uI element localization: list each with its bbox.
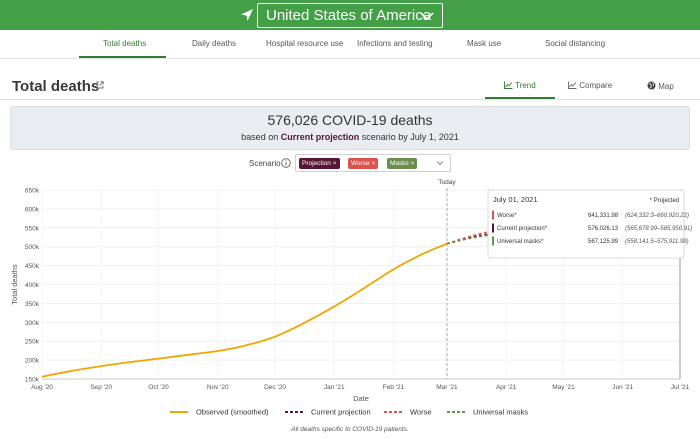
tab-total-deaths[interactable]: Total deaths bbox=[103, 39, 147, 48]
scenario-select[interactable]: Projection × Worse × Masks × bbox=[295, 154, 451, 172]
tab-mask-use[interactable]: Mask use bbox=[467, 39, 502, 48]
divider bbox=[0, 99, 700, 100]
tooltip-row-range: (565,678.99–585,950.91) bbox=[625, 226, 692, 232]
summary-headline: 576,026 COVID-19 deaths bbox=[267, 112, 433, 128]
tooltip-row-name: Universal masks* bbox=[497, 239, 544, 245]
scenario-label: Scenario bbox=[249, 159, 281, 168]
tooltip-box bbox=[487, 189, 685, 259]
footnote: All deaths specific to COVID-19 patients… bbox=[291, 426, 409, 433]
y-tick-label: 300k bbox=[25, 320, 40, 327]
summary-scenario-name: Current projection bbox=[280, 132, 360, 142]
tooltip-row-swatch bbox=[492, 223, 494, 233]
summary-sub-suffix: scenario by July 1, 2021 bbox=[361, 132, 459, 142]
x-tick-label: Dec '20 bbox=[264, 384, 286, 391]
tab-daily-deaths[interactable]: Daily deaths bbox=[192, 39, 237, 48]
view-tab-trend[interactable]: Trend bbox=[504, 81, 536, 90]
today-label: Today bbox=[438, 179, 456, 186]
active-view-indicator bbox=[485, 97, 555, 99]
page-title: Total deaths bbox=[12, 78, 100, 95]
y-tick-label: 250k bbox=[25, 339, 40, 346]
active-tab-indicator bbox=[79, 56, 166, 58]
line-chart-icon bbox=[504, 81, 513, 89]
tooltip-row-name: Current projection* bbox=[497, 226, 548, 232]
main-nav: Total deaths Daily deaths Hospital resou… bbox=[0, 30, 700, 59]
y-tick-label: 500k bbox=[25, 244, 40, 251]
tooltip-row-swatch bbox=[492, 236, 494, 246]
tooltip-row-range: (558,141.5–575,911.99) bbox=[625, 239, 689, 245]
view-tab-compare[interactable]: Compare bbox=[568, 81, 612, 90]
x-tick-label: Nov '20 bbox=[207, 384, 229, 391]
tab-social-distancing[interactable]: Social distancing bbox=[545, 39, 606, 48]
scenario-chip-masks[interactable]: Masks × bbox=[387, 158, 418, 169]
location-bar: United States of America bbox=[0, 0, 700, 30]
summary-box: 576,026 COVID-19 deaths based on Current… bbox=[10, 106, 690, 150]
y-tick-label: 600k bbox=[25, 206, 40, 213]
x-tick-label: Mar '21 bbox=[436, 384, 458, 391]
tab-hospital-resource-use[interactable]: Hospital resource use bbox=[266, 39, 344, 48]
view-tab-map-label: Map bbox=[658, 82, 674, 91]
view-tab-compare-label: Compare bbox=[579, 81, 613, 90]
x-tick-label: Apr '21 bbox=[496, 384, 517, 391]
tooltip-row-name: Worse* bbox=[497, 213, 517, 219]
legend-label: Worse bbox=[410, 408, 432, 417]
y-axis-title: Total deaths bbox=[10, 264, 19, 305]
scenario-chip-projection[interactable]: Projection × bbox=[299, 158, 340, 169]
legend-label: Observed (smoothed) bbox=[196, 408, 269, 417]
total-deaths-chart: 150k 200k 250k 300k 350k 400k 450k 500k 550k 600k… bbox=[10, 179, 692, 417]
x-tick-label: Aug '20 bbox=[31, 384, 53, 391]
tooltip-row-value: 576,026.13 bbox=[588, 226, 619, 232]
x-tick-label: Jan '21 bbox=[324, 384, 345, 391]
view-tab-trend-label: Trend bbox=[515, 81, 536, 90]
location-arrow-icon bbox=[241, 9, 253, 21]
tooltip-row-value: 567,125.99 bbox=[588, 239, 619, 245]
external-link-icon[interactable] bbox=[96, 81, 104, 89]
chevron-down-icon bbox=[420, 12, 434, 21]
y-tick-label: 450k bbox=[25, 263, 40, 270]
x-tick-label: May '21 bbox=[552, 384, 575, 391]
summary-subtitle: based on Current projection scenario by … bbox=[11, 132, 689, 142]
scenario-chip-worse[interactable]: Worse × bbox=[348, 158, 379, 169]
x-tick-label: Jul '21 bbox=[671, 384, 690, 391]
y-tick-label: 350k bbox=[25, 301, 40, 308]
y-tick-label: 400k bbox=[25, 282, 40, 289]
series-line-observed-smoothed bbox=[41, 242, 448, 378]
y-tick-label: 650k bbox=[25, 188, 40, 195]
x-tick-label: Feb '21 bbox=[383, 384, 405, 391]
y-tick-label: 550k bbox=[25, 225, 40, 232]
info-icon[interactable] bbox=[281, 158, 291, 168]
tooltip-row-value: 641,331.98 bbox=[588, 213, 619, 219]
tooltip-row-swatch bbox=[492, 210, 494, 220]
tooltip-date: July 01, 2021 bbox=[493, 195, 538, 204]
x-tick-label: Jun '21 bbox=[612, 384, 633, 391]
legend-label: Current projection bbox=[311, 408, 371, 417]
legend-label: Universal masks bbox=[473, 408, 528, 417]
globe-icon bbox=[647, 81, 656, 90]
chevron-down-icon[interactable] bbox=[436, 159, 444, 167]
tooltip-row-range: (624,332.3–660,920.22) bbox=[625, 213, 689, 219]
view-tab-map[interactable]: Map bbox=[647, 81, 674, 91]
y-tick-label: 150k bbox=[25, 377, 40, 384]
x-tick-label: Sep '20 bbox=[90, 384, 112, 391]
tooltip-note: * Projected bbox=[650, 198, 679, 204]
y-tick-label: 200k bbox=[25, 358, 40, 365]
x-axis-title: Date bbox=[353, 394, 369, 403]
location-value: United States of America bbox=[266, 7, 432, 24]
tab-infections-testing[interactable]: Infections and testing bbox=[357, 39, 433, 48]
x-tick-label: Oct '20 bbox=[148, 384, 169, 391]
location-select[interactable]: United States of America bbox=[257, 3, 443, 28]
compare-chart-icon bbox=[568, 81, 577, 89]
summary-sub-prefix: based on bbox=[241, 132, 279, 142]
